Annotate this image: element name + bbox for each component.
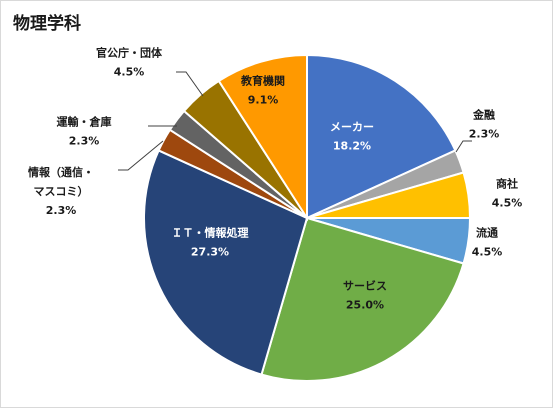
slice-percent-label: 9.1% <box>248 94 279 107</box>
slice-percent-label: 27.3% <box>191 246 229 259</box>
slice-percent-label: 2.3% <box>46 204 77 217</box>
slice-percent-label: 25.0% <box>346 299 384 312</box>
leader-line <box>455 140 472 153</box>
slice-percent-label: 4.5% <box>472 246 503 259</box>
slice-name-label: 教育機関 <box>240 74 285 88</box>
slice-name-label: 官公庁・団体 <box>96 46 163 60</box>
pie-slice <box>217 53 308 222</box>
slice-name-label: 運輸・倉庫 <box>57 115 112 129</box>
slice-name-label: メーカー <box>330 121 374 134</box>
leader-line <box>118 140 164 171</box>
slice-name-label: マスコミ） <box>34 185 89 198</box>
slice-name-label: 金融 <box>472 108 495 122</box>
slice-name-label: 流通 <box>476 226 498 240</box>
slice-name-label: ＩＴ・情報処理 <box>172 226 249 240</box>
pie-slice <box>306 53 457 220</box>
slice-percent-label: 18.2% <box>333 140 371 153</box>
slice-percent-label: 2.3% <box>69 135 100 148</box>
slice-name-label: 商社 <box>496 177 518 191</box>
slice-name-label: サービス <box>343 279 387 293</box>
slice-percent-label: 2.3% <box>469 128 500 141</box>
chart-title: 物理学科 <box>13 14 81 34</box>
slice-name-label: 情報（通信・ <box>28 165 94 179</box>
slice-percent-label: 4.5% <box>114 66 145 79</box>
leader-line <box>176 71 204 97</box>
pie-slice <box>143 149 309 376</box>
pie-slice <box>260 216 465 382</box>
slice-percent-label: 4.5% <box>492 197 523 210</box>
